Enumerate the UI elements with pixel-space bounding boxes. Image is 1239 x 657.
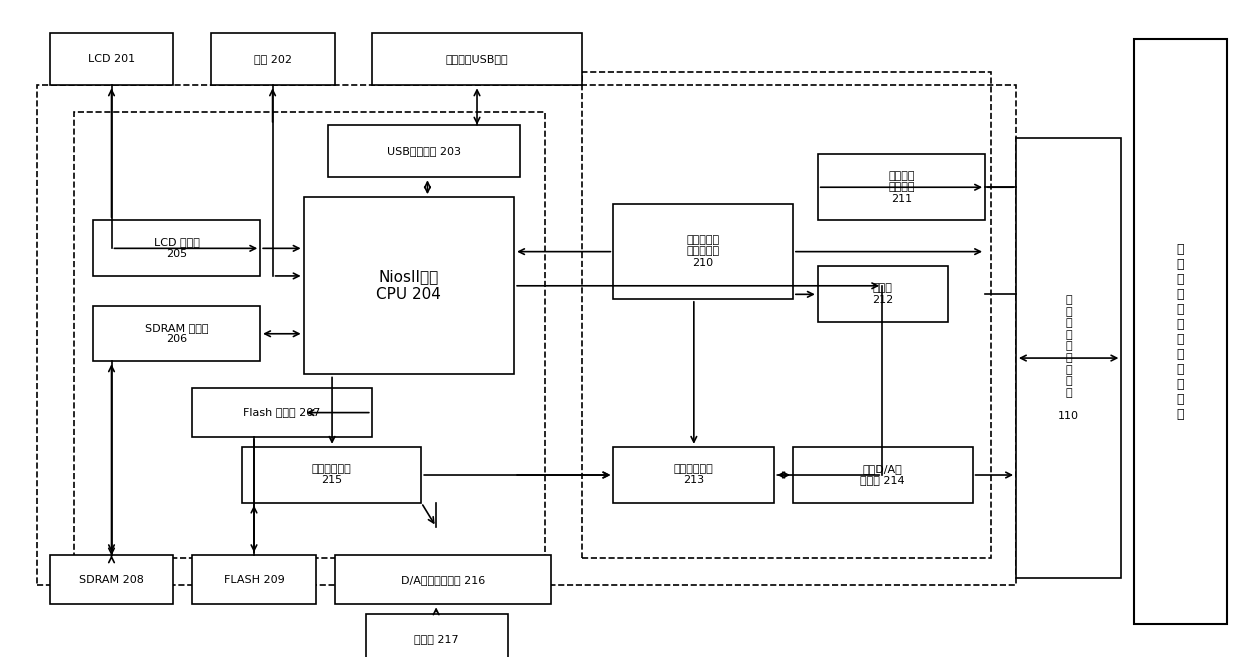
FancyBboxPatch shape [818,266,948,322]
Text: FLASH 209: FLASH 209 [223,575,285,585]
Text: 电源电压
检测单元
211: 电源电压 检测单元 211 [888,171,914,204]
Text: 锁相环
212: 锁相环 212 [872,283,893,305]
FancyBboxPatch shape [93,220,260,276]
Text: SDRAM 208: SDRAM 208 [79,575,144,585]
FancyBboxPatch shape [304,197,514,374]
FancyBboxPatch shape [242,447,421,503]
Text: LCD 201: LCD 201 [88,54,135,64]
Text: Flash 控制器 207: Flash 控制器 207 [243,407,321,417]
FancyBboxPatch shape [192,388,372,437]
Text: LCD 控制器
205: LCD 控制器 205 [154,237,199,259]
Text: SDRAM 控制器
206: SDRAM 控制器 206 [145,323,208,344]
FancyBboxPatch shape [211,33,335,85]
Text: 键盘 202: 键盘 202 [254,54,291,64]
FancyBboxPatch shape [613,204,793,299]
Text: 视频合成模块
215: 视频合成模块 215 [311,464,352,486]
FancyBboxPatch shape [192,555,316,604]
Text: 监视器 217: 监视器 217 [414,634,460,644]
FancyBboxPatch shape [328,125,520,177]
Text: D/A视频转换电路 216: D/A视频转换电路 216 [401,575,484,585]
FancyBboxPatch shape [613,447,774,503]
FancyBboxPatch shape [50,555,173,604]
Text: 信号合成单元
213: 信号合成单元 213 [674,464,714,486]
Text: USB通信芯片 203: USB通信芯片 203 [388,146,461,156]
FancyBboxPatch shape [335,555,551,604]
Text: 计算机或USB设备: 计算机或USB设备 [446,54,508,64]
FancyBboxPatch shape [1134,39,1227,624]
FancyBboxPatch shape [793,447,973,503]
FancyBboxPatch shape [366,614,508,657]
FancyBboxPatch shape [93,306,260,361]
Text: NiosII软核
CPU 204: NiosII软核 CPU 204 [377,269,441,302]
Text: 探
测
器
驱
动
及
信
号
处
理
电
路: 探 测 器 驱 动 及 信 号 处 理 电 路 [1176,243,1184,420]
FancyBboxPatch shape [50,33,173,85]
Text: 逻辑驱动信
号检测单元
210: 逻辑驱动信 号检测单元 210 [686,235,720,268]
Text: 高速D/A转
换电路 214: 高速D/A转 换电路 214 [860,464,906,486]
FancyBboxPatch shape [372,33,582,85]
FancyBboxPatch shape [818,154,985,220]
FancyBboxPatch shape [1016,138,1121,578]
Text: 探
测
器
驱
动
电
路
接
口

110: 探 测 器 驱 动 电 路 接 口 110 [1058,295,1079,421]
